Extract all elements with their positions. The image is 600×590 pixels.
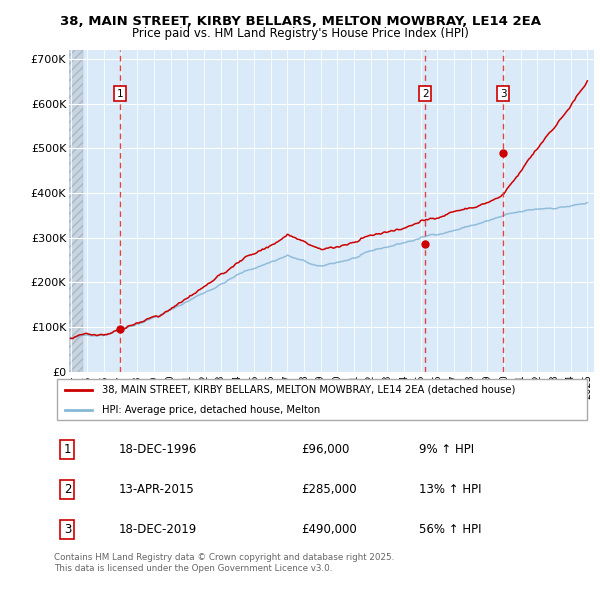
Text: 1: 1 [64,443,71,456]
Text: 2: 2 [422,88,428,99]
Text: 1: 1 [116,88,124,99]
Text: 3: 3 [500,88,506,99]
Text: HPI: Average price, detached house, Melton: HPI: Average price, detached house, Melt… [103,405,320,415]
Text: 3: 3 [64,523,71,536]
Text: 13-APR-2015: 13-APR-2015 [118,483,194,496]
Text: 13% ↑ HPI: 13% ↑ HPI [419,483,482,496]
Text: 18-DEC-1996: 18-DEC-1996 [118,443,197,456]
Text: 9% ↑ HPI: 9% ↑ HPI [419,443,474,456]
Bar [69,50,83,372]
Text: £285,000: £285,000 [301,483,356,496]
Bar [69,50,83,372]
Text: £96,000: £96,000 [301,443,349,456]
Text: 18-DEC-2019: 18-DEC-2019 [118,523,197,536]
Text: £490,000: £490,000 [301,523,357,536]
Text: 38, MAIN STREET, KIRBY BELLARS, MELTON MOWBRAY, LE14 2EA: 38, MAIN STREET, KIRBY BELLARS, MELTON M… [59,15,541,28]
Text: Price paid vs. HM Land Registry's House Price Index (HPI): Price paid vs. HM Land Registry's House … [131,27,469,40]
Text: 56% ↑ HPI: 56% ↑ HPI [419,523,482,536]
Text: Contains HM Land Registry data © Crown copyright and database right 2025.
This d: Contains HM Land Registry data © Crown c… [54,553,394,573]
FancyBboxPatch shape [56,379,587,420]
Text: 38, MAIN STREET, KIRBY BELLARS, MELTON MOWBRAY, LE14 2EA (detached house): 38, MAIN STREET, KIRBY BELLARS, MELTON M… [103,385,516,395]
Text: 2: 2 [64,483,71,496]
